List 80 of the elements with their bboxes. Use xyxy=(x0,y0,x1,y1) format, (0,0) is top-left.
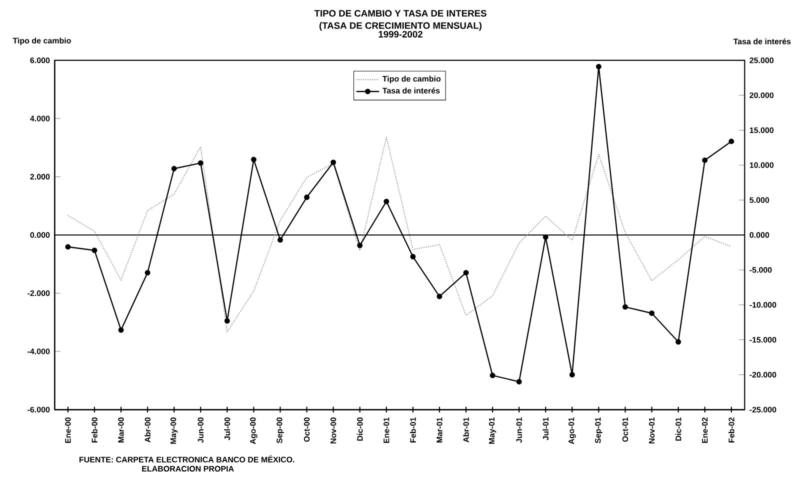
point xyxy=(490,372,496,378)
source-note: FUENTE: CARPETA ELECTRONICA BANCO DE MÉXICO. xyxy=(79,455,294,462)
x-tick-label: Ago-00 xyxy=(250,418,258,444)
y2-tick-label: 5.000 xyxy=(750,197,770,203)
point xyxy=(463,270,469,276)
y2-tick-label: 0.000 xyxy=(750,232,770,238)
y-tick-label: 0.000 xyxy=(30,232,50,238)
point xyxy=(250,156,256,162)
y2-tick-label: 15.000 xyxy=(750,127,774,134)
x-tick-label: Dic-00 xyxy=(356,418,363,441)
y-tick-label: 4.000 xyxy=(30,116,50,122)
point xyxy=(330,160,336,166)
x-tick-label: May-00 xyxy=(170,418,178,444)
point xyxy=(278,237,283,243)
x-tick-label: Feb-00 xyxy=(92,418,98,442)
point xyxy=(224,318,230,324)
y-tick-label: -2.000 xyxy=(28,290,50,296)
x-tick-label: Jul-01 xyxy=(542,417,549,440)
point xyxy=(516,378,522,384)
x-tick-label: Mar-00 xyxy=(118,418,124,442)
point xyxy=(118,327,124,333)
x-tick-label: Sep-00 xyxy=(276,418,284,444)
x-tick-label: Abr-01 xyxy=(463,417,469,442)
x-tick-label: Dic-01 xyxy=(675,417,682,441)
point xyxy=(622,304,628,310)
x-tick-label: Jun-01 xyxy=(516,417,522,443)
y-tick-label: 6.000 xyxy=(30,57,50,64)
point xyxy=(728,138,734,144)
y-tick-label: -6.000 xyxy=(28,406,50,412)
point xyxy=(702,158,708,163)
x-tick-label: Jul-00 xyxy=(224,418,230,440)
point xyxy=(676,339,682,345)
y2-tick-label: -25.000 xyxy=(750,406,776,412)
x-tick-label: Ago-01 xyxy=(568,417,576,444)
point xyxy=(144,270,150,276)
point xyxy=(384,198,390,204)
x-tick-label: Oct-00 xyxy=(304,418,310,442)
legend-label: Tasa de interés xyxy=(382,88,440,94)
y-tick-label: -4.000 xyxy=(28,348,50,354)
x-tick-label: Oct-01 xyxy=(622,417,628,442)
x-tick-label: Abr-00 xyxy=(144,418,151,442)
point xyxy=(357,242,363,248)
point xyxy=(649,310,655,316)
point xyxy=(569,372,575,378)
point xyxy=(542,234,548,240)
point xyxy=(596,64,602,70)
y2-tick-label: -15.000 xyxy=(750,336,776,343)
x-tick-label: Ene-01 xyxy=(384,417,390,443)
y-axis-title: Tipo de cambio xyxy=(12,38,71,46)
y2-tick-label: 10.000 xyxy=(750,162,774,168)
text: 1999-2002 xyxy=(378,30,422,38)
line-series xyxy=(67,136,732,332)
point xyxy=(198,160,204,166)
point xyxy=(410,254,416,260)
x-tick-label: Mar-01 xyxy=(436,417,442,442)
text: ELABORACION PROPIA xyxy=(142,466,234,472)
point xyxy=(65,244,71,250)
x-tick-label: Ene-00 xyxy=(65,418,71,443)
x-tick-label: Jun-00 xyxy=(198,418,204,443)
y2-tick-label: 25.000 xyxy=(750,58,774,64)
x-tick-label: Feb-01 xyxy=(410,417,416,442)
x-tick-label: May-01 xyxy=(488,417,496,444)
x-tick-label: Nov-01 xyxy=(648,417,655,444)
legend-label: Tipo de cambio xyxy=(382,76,441,84)
x-tick-label: Feb-02 xyxy=(728,418,734,442)
x-tick-label: Nov-00 xyxy=(330,418,336,444)
point xyxy=(436,294,442,300)
x-tick-label: Ene-02 xyxy=(702,418,708,443)
x-tick-label: Sep-01 xyxy=(595,417,602,444)
y2-tick-label: 20.000 xyxy=(750,92,774,98)
y2-tick-label: -20.000 xyxy=(750,372,776,378)
y2-tick-label: -5.000 xyxy=(750,267,772,273)
point xyxy=(92,248,98,254)
point xyxy=(304,194,310,200)
chart-title: TIPO DE CAMBIO Y TASA DE INTERES xyxy=(314,10,486,17)
y2-axis-title: Tasa de interés xyxy=(733,38,791,44)
chart-subtitle: (TASA DE CRECIMIENTO MENSUAL) xyxy=(319,22,482,31)
y-tick-label: 2.000 xyxy=(30,174,50,180)
y2-tick-label: -10.000 xyxy=(750,302,776,308)
point xyxy=(171,166,177,172)
